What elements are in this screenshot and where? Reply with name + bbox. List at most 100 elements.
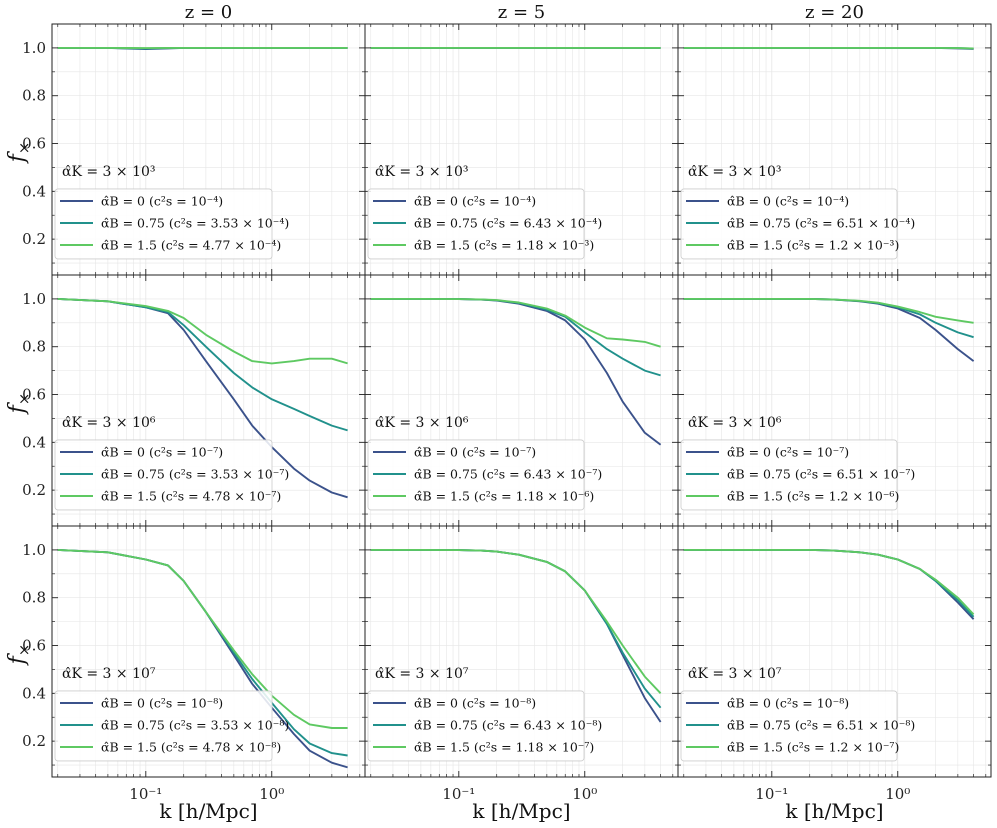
legend-box [367,188,585,260]
y-tick-label: 0.6 [22,386,46,404]
y-tick-label: 1.0 [22,290,46,308]
y-axis-labels: f× f× f× [5,142,33,667]
series-line-2 [370,548,662,694]
legend: α̂B = 0 (c²s = 10⁻⁸) α̂B = 0.75 (c²s = 6.… [367,690,602,762]
panel-r2-c1: 10⁻¹ 10⁰ α̂K = 3 × 10⁷ α̂B = 0 (c²s = 10⁻⁸)… [364,525,679,803]
legend: α̂B = 0 (c²s = 10⁻⁸) α̂B = 0.75 (c²s = 3.… [54,690,289,762]
x-tick-label: 10⁻¹ [129,785,162,803]
legend-label-1: α̂B = 0.75 (c²s = 3.53 × 10⁻⁷) [101,466,289,481]
legend-label-2: α̂B = 1.5 (c²s = 4.78 × 10⁻⁸) [101,739,281,754]
series-lines [57,46,348,51]
legend-label-2: α̂B = 1.5 (c²s = 1.2 × 10⁻⁶) [727,488,899,503]
x-tick-label: 10⁻¹ [442,785,475,803]
y-tick-label: 0.2 [22,481,46,499]
series-lines [57,548,348,769]
legend: α̂B = 0 (c²s = 10⁻⁷) α̂B = 0.75 (c²s = 6.… [680,439,915,511]
legend-label-0: α̂B = 0 (c²s = 10⁻⁷) [727,444,849,459]
series-line-0 [683,548,975,620]
x-axis-labels: k [h/Mpc] k [h/Mpc] k [h/Mpc] [159,799,883,823]
series-line-0 [683,297,975,362]
column-title-1: z = 5 [498,2,545,23]
y-axis-label: f× [5,393,33,416]
alpha-k-annotation: α̂K = 3 × 10³ [688,164,782,180]
series-line-1 [57,297,348,432]
alpha-k-annotation: α̂K = 3 × 10⁶ [375,415,469,431]
x-tick-label: 10⁰ [572,785,597,803]
column-title-2: z = 20 [805,2,864,23]
panel-r2-c0: 0.2 0.4 0.6 0.8 1.0 10⁻¹ 10⁰ α̂K = 3 × 10⁷ α̂B =… [22,525,366,803]
y-tick-label: 0.4 [22,182,46,200]
gridlines [365,526,678,777]
legend-label-0: α̂B = 0 (c²s = 10⁻⁷) [414,444,536,459]
legend-box [680,188,898,260]
alpha-k-annotation: α̂K = 3 × 10⁷ [62,666,156,682]
legend: α̂B = 0 (c²s = 10⁻⁷) α̂B = 0.75 (c²s = 3.… [54,439,289,511]
y-tick-label: 0.8 [22,589,46,607]
alpha-k-annotation: α̂K = 3 × 10⁷ [375,666,469,682]
legend-label-1: α̂B = 0.75 (c²s = 6.43 × 10⁻⁸) [414,717,602,732]
alpha-k-annotation: α̂K = 3 × 10³ [375,164,469,180]
series-line-1 [683,297,974,339]
x-axis-label: k [h/Mpc] [785,799,883,823]
legend-label-1: α̂B = 0.75 (c²s = 3.53 × 10⁻⁴) [101,215,289,230]
panel-r1-c0: 0.2 0.4 0.6 0.8 1.0 α̂K = 3 × 10⁶ α̂B = 0 (c²s… [22,274,366,527]
legend-label-1: α̂B = 0.75 (c²s = 6.43 × 10⁻⁷) [414,466,602,481]
y-tick-label: 0.6 [22,135,46,153]
legend-label-2: α̂B = 1.5 (c²s = 4.77 × 10⁻⁴) [101,237,281,252]
column-title-0: z = 0 [185,2,232,23]
legend-label-2: α̂B = 1.5 (c²s = 4.78 × 10⁻⁷) [101,488,281,503]
x-tick-label: 10⁰ [885,785,910,803]
panel-grid: 0.2 0.4 0.6 0.8 1.0 α̂K = 3 × 10³ α̂B = 0 (c²s… [22,23,992,803]
legend-box [54,188,273,260]
legend: α̂B = 0 (c²s = 10⁻⁷) α̂B = 0.75 (c²s = 6.… [367,439,602,511]
alpha-k-annotation: α̂K = 3 × 10⁶ [688,415,782,431]
legend-label-2: α̂B = 1.5 (c²s = 1.2 × 10⁻³) [727,237,899,252]
y-tick-label: 0.2 [22,230,46,248]
legend-label-0: α̂B = 0 (c²s = 10⁻⁴) [414,193,536,208]
legend-label-1: α̂B = 0.75 (c²s = 3.53 × 10⁻⁸) [101,717,289,732]
alpha-k-annotation: α̂K = 3 × 10⁶ [62,415,156,431]
legend-label-0: α̂B = 0 (c²s = 10⁻⁴) [101,193,223,208]
legend-box [367,439,585,511]
legend-label-0: α̂B = 0 (c²s = 10⁻⁸) [101,695,223,710]
y-tick-label: 0.8 [22,87,46,105]
series-line-2 [683,46,974,50]
legend-label-2: α̂B = 1.5 (c²s = 1.18 × 10⁻⁷) [414,739,594,754]
x-axis-label: k [h/Mpc] [472,799,570,823]
y-tick-label: 0.6 [22,637,46,655]
legend: α̂B = 0 (c²s = 10⁻⁴) α̂B = 0.75 (c²s = 3.… [54,188,289,260]
legend-label-0: α̂B = 0 (c²s = 10⁻⁴) [727,193,849,208]
x-tick-label: 10⁰ [259,785,284,803]
legend: α̂B = 0 (c²s = 10⁻⁸) α̂B = 0.75 (c²s = 6.… [680,690,915,762]
legend-label-0: α̂B = 0 (c²s = 10⁻⁸) [414,695,536,710]
y-tick-label: 0.4 [22,433,46,451]
series-line-2 [370,297,661,348]
series-lines [57,297,348,499]
alpha-k-annotation: α̂K = 3 × 10³ [62,164,156,180]
panel-r0-c0: 0.2 0.4 0.6 0.8 1.0 α̂K = 3 × 10³ α̂B = 0 (c²s… [22,23,366,276]
x-tick-label: 10⁻¹ [755,785,788,803]
legend-label-1: α̂B = 0.75 (c²s = 6.51 × 10⁻⁸) [727,717,915,732]
legend: α̂B = 0 (c²s = 10⁻⁴) α̂B = 0.75 (c²s = 6.… [680,188,915,260]
series-line-2 [683,548,975,616]
legend-box [367,690,585,762]
y-axis-label: f× [5,644,33,667]
legend-label-0: α̂B = 0 (c²s = 10⁻⁸) [727,695,849,710]
alpha-k-annotation: α̂K = 3 × 10⁷ [688,666,782,682]
series-line-1 [683,548,975,618]
series-lines [683,297,975,362]
y-tick-label: 0.2 [22,732,46,750]
legend-box [54,439,273,511]
series-lines [683,46,974,50]
column-titles: z = 0 z = 5 z = 20 [185,2,864,23]
legend-box [680,690,898,762]
legend-label-2: α̂B = 1.5 (c²s = 1.18 × 10⁻⁶) [414,488,594,503]
legend-box [54,690,273,762]
series-line-2 [683,297,974,324]
y-tick-label: 0.4 [22,684,46,702]
legend-label-1: α̂B = 0.75 (c²s = 6.51 × 10⁻⁴) [727,215,915,230]
y-tick-label: 0.8 [22,338,46,356]
